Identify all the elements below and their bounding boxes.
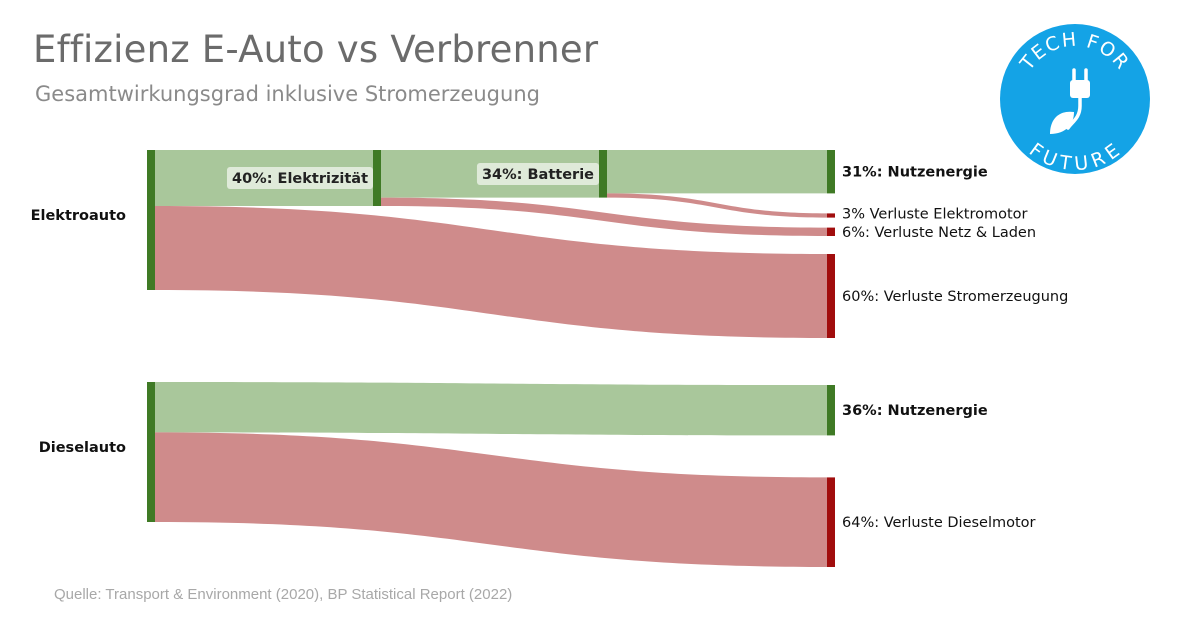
node-batterie [599,150,607,198]
node-elektroauto [147,150,155,290]
output-label-3-verluste-elektromotor: 3% Verluste Elektromotor [842,206,1028,222]
source-note: Quelle: Transport & Environment (2020), … [54,586,513,603]
stage-label-batterie-box [476,163,599,185]
flow-elektroauto-to-verluste-stromerzeugung [155,206,827,338]
plug-leaf-icon [1050,68,1090,134]
stage-label-elektrizitaet-box [226,167,373,189]
output-label-60-verluste-stromerzeugung: 60%: Verluste Stromerzeugung [842,289,1068,305]
chart-subtitle: Gesamtwirkungsgrad inklusive Stromerzeug… [35,82,540,106]
node-nutzenergie-elektroauto [827,150,835,194]
tech-for-future-logo: TECH FOR FUTURE [998,22,1152,176]
flow-dieselauto-to-verluste-dieselmotor [155,432,827,567]
node-verluste-stromerzeugung [827,254,835,338]
source-label-elektroauto: Elektroauto [31,208,126,224]
flow-elektrizitaet-to-verluste-netz [381,197,827,236]
stage-label-elektrizitaet: 40%: Elektrizität [232,171,368,187]
node-verluste-dieselmotor [827,477,835,567]
chart-title: Effizienz E-Auto vs Verbrenner [33,28,599,71]
node-elektrizitaet [373,150,381,206]
flow-dieselauto-to-nutzenergie [155,382,827,436]
node-verluste-netz-laden [827,227,835,236]
node-verluste-elektromotor [827,213,835,218]
flow-batterie-to-verluste-elektromotor [607,193,827,218]
output-label-6-verluste-netz-laden: 6%: Verluste Netz & Laden [842,225,1036,241]
logo-circle [1000,24,1150,174]
output-label-31-nutzenergie: 31%: Nutzenergie [842,165,988,181]
output-label-64-verluste-dieselmotor: 64%: Verluste Dieselmotor [842,515,1036,531]
source-label-dieselauto: Dieselauto [39,440,126,456]
node-nutzenergie-dieselauto [827,385,835,436]
output-label-36-nutzenergie: 36%: Nutzenergie [842,403,988,419]
node-dieselauto [147,382,155,522]
flow-batterie-to-nutzenergie [607,150,827,194]
stage-label-batterie: 34%: Batterie [482,167,594,183]
